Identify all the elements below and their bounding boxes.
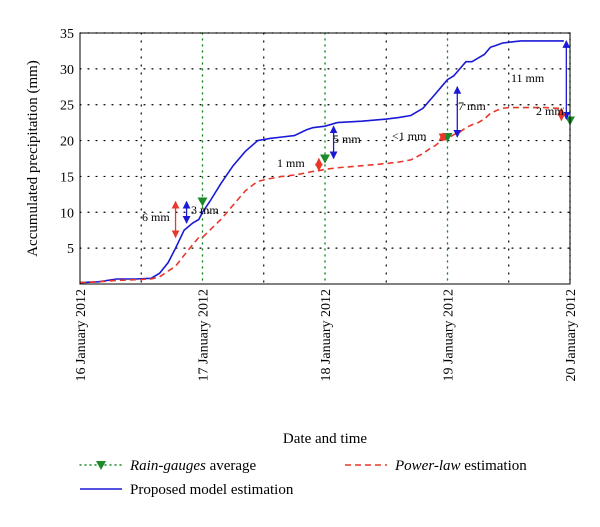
plot-frame	[79, 32, 571, 285]
rain-gauge-marker	[320, 154, 330, 164]
difference-label: 1 mm	[277, 156, 305, 170]
y-tick-label: 15	[60, 170, 74, 185]
legend-marker-rain	[96, 461, 106, 470]
y-tick-label: 5	[67, 242, 74, 257]
difference-label: 6 mm	[142, 210, 170, 224]
difference-label: 2 mm	[536, 104, 564, 118]
difference-label: <1 mm	[392, 129, 427, 143]
y-tick-labels: 5 10 15 20 25 30 35	[60, 27, 74, 257]
y-tick-label: 35	[60, 27, 74, 42]
x-tick-label: 20 January 2012	[564, 289, 579, 382]
rain-gauge-marker	[197, 197, 208, 207]
difference-label: 7 mm	[458, 99, 486, 113]
legend: Rain-gauges average Power-law estimation P…	[79, 458, 527, 498]
y-tick-label: 25	[60, 99, 74, 114]
power-law-line	[79, 106, 564, 284]
difference-label: 3 mm	[191, 203, 219, 217]
x-tick-label: 19 January 2012	[442, 289, 457, 382]
x-axis-title: Date and time	[283, 431, 367, 447]
y-tick-label: 30	[60, 63, 74, 78]
y-tick-label: 10	[60, 206, 74, 221]
model-line	[79, 40, 564, 284]
x-tick-label: 16 January 2012	[74, 289, 89, 382]
x-tick-label: 18 January 2012	[319, 289, 334, 382]
legend-label: Power-law estimation	[394, 458, 527, 474]
rain-gauge-marker	[442, 132, 453, 142]
y-tick-label: 20	[60, 135, 74, 150]
legend-label: Proposed model estimation	[130, 482, 294, 498]
series-layer	[79, 40, 575, 284]
y-axis-title: Accumulated precipitation (mm)	[25, 60, 41, 257]
annotation-layer: 6 mm 3 mm 1 mm 5 mm <1 mm 7 mm 11 mm 2 mm	[142, 40, 571, 239]
x-tick-labels: 16 January 2012 17 January 2012 18 January…	[74, 289, 579, 382]
difference-label: 5 mm	[333, 132, 361, 146]
x-tick-label: 17 January 2012	[197, 289, 212, 382]
legend-label: Rain-gauges average	[129, 458, 257, 474]
difference-label: 11 mm	[511, 71, 545, 85]
